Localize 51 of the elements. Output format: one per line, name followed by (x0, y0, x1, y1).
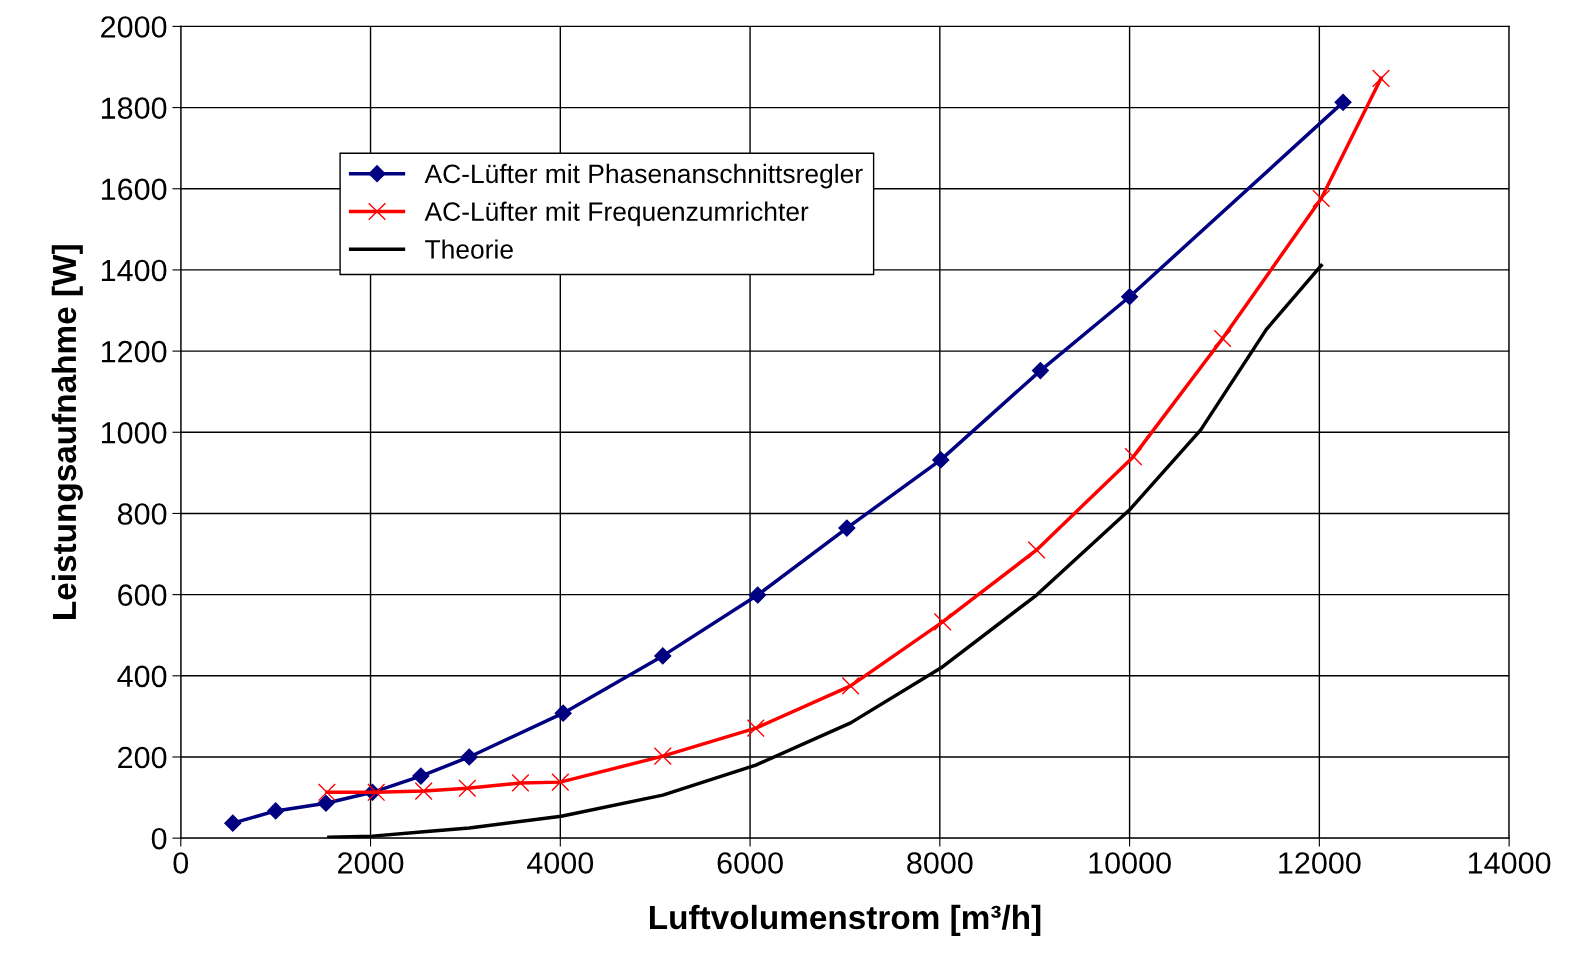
point (932, 451, 950, 469)
point (653, 747, 672, 766)
y-tick-label: 1200 (101, 340, 167, 363)
x-tick-label: 4000 (527, 852, 594, 874)
point (367, 783, 386, 802)
point (460, 748, 478, 766)
y-tick-label: 200 (118, 746, 167, 769)
y-axis-title: Leistungsaufnahme [W] (51, 245, 83, 619)
x-tick-label: 10000 (1089, 852, 1171, 874)
x-tick-label: 2000 (338, 852, 404, 874)
point (317, 794, 335, 812)
legend-label: AC-Lüfter mit Phasenanschnittsregler (424, 163, 863, 189)
point (414, 782, 433, 801)
y-tick-label: 1800 (101, 97, 167, 119)
y-tick-label: 2000 (101, 16, 167, 38)
x-tick-label: 8000 (907, 852, 973, 874)
x-tick-label: 6000 (717, 852, 783, 874)
point (511, 773, 530, 792)
point (554, 704, 572, 722)
point (841, 676, 860, 695)
y-tick-label: 400 (117, 665, 167, 688)
point (1121, 288, 1139, 306)
point (749, 586, 767, 604)
point (1334, 93, 1352, 111)
y-tick-label: 0 (151, 827, 167, 850)
point (1312, 189, 1331, 208)
point (267, 802, 285, 820)
point (1031, 362, 1049, 380)
point (654, 647, 672, 665)
x-tick-label: 12000 (1279, 852, 1361, 874)
x-tick-label: 14000 (1468, 852, 1551, 874)
point (224, 814, 242, 832)
point (317, 783, 336, 802)
y-tick-label: 1400 (101, 259, 167, 282)
point (933, 612, 952, 631)
point (412, 767, 430, 785)
point (746, 719, 765, 738)
legend-label: AC-Lüfter mit Frequenzumrichter (424, 201, 809, 227)
x-axis-title: Luftvolumenstrom [m³/h] (649, 904, 1041, 936)
point (551, 773, 570, 792)
point (1213, 329, 1232, 348)
y-tick-label: 800 (117, 503, 167, 525)
y-tick-label: 600 (118, 584, 167, 606)
y-tick-label: 1000 (101, 422, 167, 444)
y-tick-label: 1600 (101, 178, 167, 201)
point (458, 779, 477, 798)
point (1372, 69, 1391, 88)
point (838, 519, 856, 537)
x-tick-label: 0 (173, 852, 189, 874)
point (1027, 540, 1046, 560)
legend-label: Theorie (425, 239, 513, 259)
